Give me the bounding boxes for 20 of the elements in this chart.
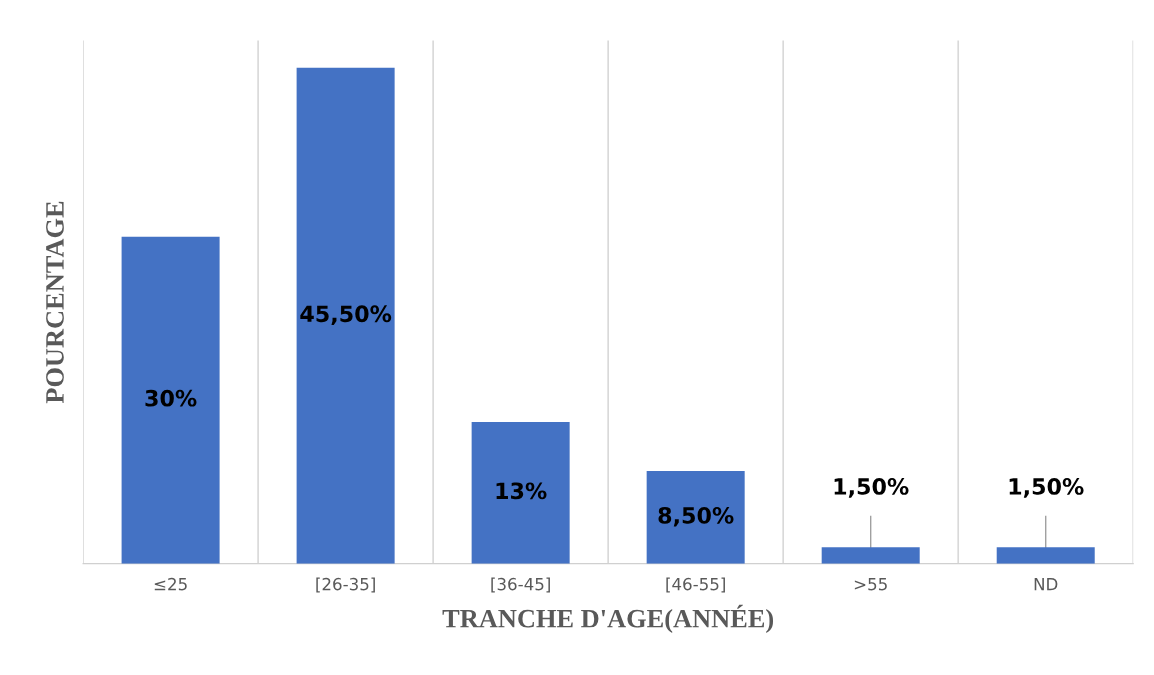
bar [471, 421, 570, 564]
x-tick-label: ND [1034, 578, 1058, 591]
x-tick-label: [46-55] [666, 577, 725, 593]
data-label: 8,50% [658, 506, 734, 527]
bar [646, 470, 745, 564]
bar [821, 547, 920, 564]
bar [121, 236, 220, 564]
bar [996, 547, 1095, 564]
data-label: 1,50% [834, 478, 909, 498]
x-tick-label: >55 [854, 578, 887, 591]
bar [296, 67, 395, 564]
x-tick-label: ≤25 [154, 577, 187, 591]
y-axis-title: POURCENTAGE [46, 201, 64, 404]
data-label: 45,50% [300, 305, 392, 325]
data-label: 13% [496, 482, 547, 500]
data-label: 1,50% [1009, 478, 1084, 498]
x-tick-label: [26-35] [316, 577, 375, 593]
data-label: 30% [145, 389, 197, 407]
x-axis-title: TRANCHE D'AGE(ANNÉE) [442, 604, 774, 633]
x-tick-label: [36-45] [491, 577, 550, 593]
